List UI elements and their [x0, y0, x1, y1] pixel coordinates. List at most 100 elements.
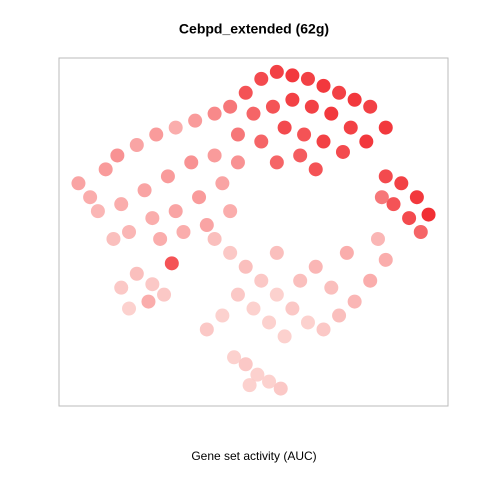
point	[215, 308, 230, 323]
point	[230, 287, 245, 302]
point	[269, 64, 284, 79]
point	[199, 218, 214, 233]
point	[215, 176, 230, 191]
point	[269, 287, 284, 302]
point	[157, 287, 172, 302]
point	[137, 183, 152, 198]
point	[273, 381, 288, 396]
point	[106, 231, 121, 246]
point	[230, 155, 245, 170]
point	[176, 225, 191, 239]
point	[265, 99, 280, 114]
point	[394, 176, 409, 191]
point	[339, 245, 354, 260]
point	[316, 322, 331, 337]
point	[262, 315, 277, 330]
point	[254, 134, 269, 149]
point	[363, 99, 378, 114]
point	[269, 245, 284, 260]
point	[308, 162, 323, 177]
point	[90, 204, 105, 219]
point	[250, 367, 265, 382]
point	[421, 207, 436, 222]
point	[324, 280, 339, 295]
point	[110, 148, 125, 163]
point	[207, 148, 222, 163]
point	[378, 169, 393, 184]
chart-title: Cebpd_extended (62g)	[179, 21, 329, 37]
point	[160, 169, 175, 184]
point	[122, 301, 137, 316]
point	[316, 134, 331, 149]
point	[238, 357, 253, 372]
point	[269, 155, 284, 170]
point	[293, 273, 308, 288]
point	[285, 68, 300, 83]
point	[230, 127, 245, 142]
point	[242, 378, 257, 393]
point	[168, 204, 183, 219]
point	[285, 301, 300, 316]
point	[386, 197, 401, 212]
point	[223, 204, 238, 219]
point	[238, 259, 253, 274]
point	[378, 252, 393, 267]
point	[71, 176, 86, 191]
point	[164, 256, 179, 271]
point	[409, 190, 424, 205]
x-axis-label: Gene set activity (AUC)	[191, 449, 316, 463]
point	[413, 225, 428, 239]
point	[246, 301, 261, 316]
point	[188, 113, 203, 128]
point	[370, 231, 385, 246]
point	[223, 245, 238, 260]
point	[347, 294, 362, 309]
point	[374, 190, 389, 205]
point	[149, 127, 164, 142]
point	[304, 99, 319, 114]
plot-frame	[58, 57, 449, 407]
point	[129, 138, 144, 152]
point	[316, 78, 331, 93]
point	[297, 127, 312, 142]
point	[129, 266, 144, 281]
point	[262, 374, 277, 389]
point	[277, 120, 292, 135]
point	[332, 85, 347, 100]
point	[308, 259, 323, 274]
point	[145, 277, 160, 292]
point	[192, 190, 207, 205]
point	[347, 92, 362, 107]
point	[378, 120, 393, 135]
point	[402, 211, 417, 226]
point	[293, 148, 308, 163]
point	[184, 155, 199, 170]
point	[199, 322, 214, 337]
point	[332, 308, 347, 323]
point	[254, 273, 269, 288]
point	[145, 211, 160, 226]
point	[285, 92, 300, 107]
point	[114, 280, 129, 295]
point	[223, 99, 238, 114]
point	[207, 231, 222, 246]
point	[246, 106, 261, 121]
point	[141, 294, 156, 309]
point	[122, 225, 137, 239]
point	[363, 273, 378, 288]
point	[238, 85, 253, 100]
point	[343, 120, 358, 135]
point	[300, 315, 315, 330]
point	[98, 162, 113, 177]
point	[227, 350, 242, 365]
point	[324, 106, 339, 121]
point	[300, 71, 315, 86]
point	[114, 197, 129, 212]
point	[83, 190, 98, 205]
point	[207, 106, 222, 121]
point	[254, 71, 269, 86]
point	[153, 231, 168, 246]
point	[168, 120, 183, 135]
point	[335, 144, 350, 159]
